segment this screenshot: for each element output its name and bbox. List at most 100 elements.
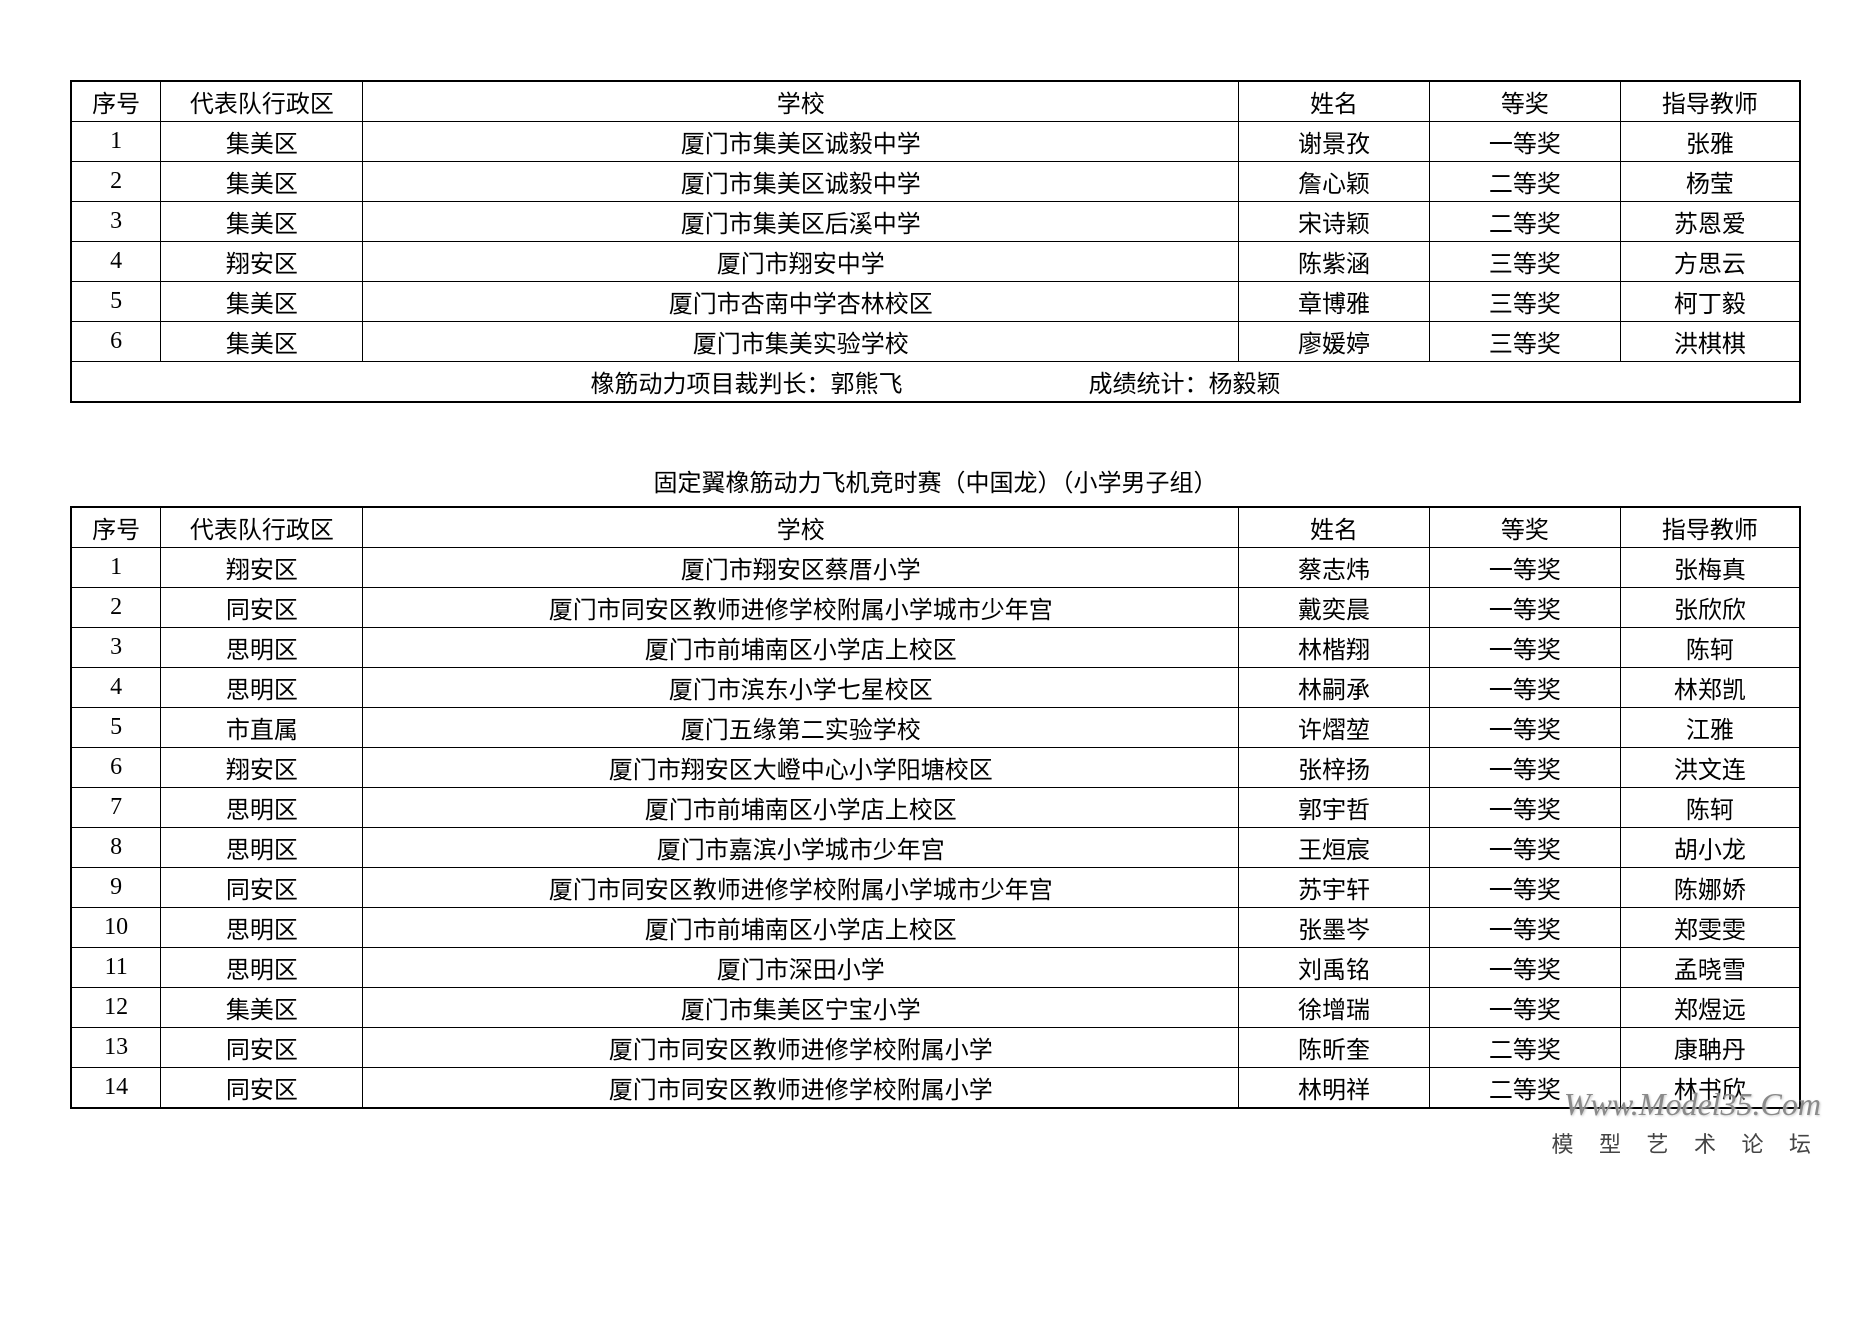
cell-num: 7 — [71, 788, 161, 828]
cell-award: 三等奖 — [1429, 242, 1620, 282]
cell-name: 王烜宸 — [1239, 828, 1430, 868]
cell-teacher: 柯丁毅 — [1620, 282, 1800, 322]
table-row: 5集美区厦门市杏南中学杏林校区章博雅三等奖柯丁毅 — [71, 282, 1800, 322]
cell-award: 一等奖 — [1429, 708, 1620, 748]
cell-teacher: 杨莹 — [1620, 162, 1800, 202]
cell-name: 张梓扬 — [1239, 748, 1430, 788]
header-school: 学校 — [363, 81, 1239, 122]
cell-school: 厦门市集美区诚毅中学 — [363, 122, 1239, 162]
cell-name: 宋诗颖 — [1239, 202, 1430, 242]
header-name: 姓名 — [1239, 507, 1430, 548]
table-row: 10思明区厦门市前埔南区小学店上校区张墨岑一等奖郑雯雯 — [71, 908, 1800, 948]
cell-school: 厦门市前埔南区小学店上校区 — [363, 628, 1239, 668]
cell-num: 1 — [71, 122, 161, 162]
cell-teacher: 陈轲 — [1620, 628, 1800, 668]
watermark-text: 模 型 艺 术 论 坛 — [1551, 1127, 1821, 1159]
cell-teacher: 洪文连 — [1620, 748, 1800, 788]
footer-stats: 成绩统计：杨毅颖 — [1089, 372, 1281, 398]
table-2: 序号 代表队行政区 学校 姓名 等奖 指导教师 1翔安区厦门市翔安区蔡厝小学蔡志… — [70, 506, 1801, 1109]
table-footer-row: 橡筋动力项目裁判长：郭熊飞 成绩统计：杨毅颖 — [71, 362, 1800, 403]
table-row: 6翔安区厦门市翔安区大嶝中心小学阳塘校区张梓扬一等奖洪文连 — [71, 748, 1800, 788]
cell-award: 二等奖 — [1429, 202, 1620, 242]
cell-name: 林嗣承 — [1239, 668, 1430, 708]
cell-school: 厦门市滨东小学七星校区 — [363, 668, 1239, 708]
cell-district: 集美区 — [161, 202, 363, 242]
cell-district: 同安区 — [161, 1068, 363, 1109]
cell-teacher: 苏恩爱 — [1620, 202, 1800, 242]
cell-num: 4 — [71, 242, 161, 282]
cell-teacher: 陈轲 — [1620, 788, 1800, 828]
cell-teacher: 郑煜远 — [1620, 988, 1800, 1028]
header-name: 姓名 — [1239, 81, 1430, 122]
header-school: 学校 — [363, 507, 1239, 548]
cell-school: 厦门市同安区教师进修学校附属小学 — [363, 1028, 1239, 1068]
header-num: 序号 — [71, 81, 161, 122]
cell-num: 13 — [71, 1028, 161, 1068]
cell-school: 厦门市翔安区蔡厝小学 — [363, 548, 1239, 588]
cell-num: 11 — [71, 948, 161, 988]
cell-num: 6 — [71, 322, 161, 362]
cell-school: 厦门市集美实验学校 — [363, 322, 1239, 362]
cell-district: 翔安区 — [161, 748, 363, 788]
cell-award: 一等奖 — [1429, 788, 1620, 828]
table-row: 2同安区厦门市同安区教师进修学校附属小学城市少年宫戴奕晨一等奖张欣欣 — [71, 588, 1800, 628]
cell-name: 廖媛婷 — [1239, 322, 1430, 362]
header-district: 代表队行政区 — [161, 81, 363, 122]
header-district: 代表队行政区 — [161, 507, 363, 548]
cell-district: 集美区 — [161, 988, 363, 1028]
cell-num: 5 — [71, 708, 161, 748]
cell-teacher: 江雅 — [1620, 708, 1800, 748]
table-row: 3集美区厦门市集美区后溪中学宋诗颖二等奖苏恩爱 — [71, 202, 1800, 242]
cell-school: 厦门市集美区后溪中学 — [363, 202, 1239, 242]
table-row: 13同安区厦门市同安区教师进修学校附属小学陈昕奎二等奖康聃丹 — [71, 1028, 1800, 1068]
cell-school: 厦门市同安区教师进修学校附属小学城市少年宫 — [363, 868, 1239, 908]
table-header-row: 序号 代表队行政区 学校 姓名 等奖 指导教师 — [71, 81, 1800, 122]
header-award: 等奖 — [1429, 81, 1620, 122]
cell-teacher: 胡小龙 — [1620, 828, 1800, 868]
cell-award: 一等奖 — [1429, 948, 1620, 988]
cell-teacher: 康聃丹 — [1620, 1028, 1800, 1068]
cell-award: 一等奖 — [1429, 628, 1620, 668]
cell-teacher: 孟晓雪 — [1620, 948, 1800, 988]
cell-district: 思明区 — [161, 948, 363, 988]
cell-name: 林楷翔 — [1239, 628, 1430, 668]
cell-school: 厦门市杏南中学杏林校区 — [363, 282, 1239, 322]
cell-name: 郭宇哲 — [1239, 788, 1430, 828]
watermark-url: Www.Model35.Com — [1551, 1086, 1821, 1123]
cell-name: 刘禹铭 — [1239, 948, 1430, 988]
cell-district: 翔安区 — [161, 242, 363, 282]
cell-award: 一等奖 — [1429, 122, 1620, 162]
cell-school: 厦门市翔安中学 — [363, 242, 1239, 282]
cell-num: 10 — [71, 908, 161, 948]
cell-award: 一等奖 — [1429, 668, 1620, 708]
cell-district: 思明区 — [161, 828, 363, 868]
cell-award: 一等奖 — [1429, 908, 1620, 948]
cell-num: 4 — [71, 668, 161, 708]
table-row: 3思明区厦门市前埔南区小学店上校区林楷翔一等奖陈轲 — [71, 628, 1800, 668]
cell-teacher: 林郑凯 — [1620, 668, 1800, 708]
cell-num: 12 — [71, 988, 161, 1028]
header-teacher: 指导教师 — [1620, 81, 1800, 122]
cell-teacher: 陈娜娇 — [1620, 868, 1800, 908]
cell-name: 张墨岑 — [1239, 908, 1430, 948]
cell-school: 厦门市同安区教师进修学校附属小学 — [363, 1068, 1239, 1109]
results-table-2: 固定翼橡筋动力飞机竞时赛（中国龙）（小学男子组） 序号 代表队行政区 学校 姓名… — [70, 463, 1801, 1109]
cell-award: 一等奖 — [1429, 588, 1620, 628]
cell-num: 6 — [71, 748, 161, 788]
cell-teacher: 方思云 — [1620, 242, 1800, 282]
cell-name: 詹心颖 — [1239, 162, 1430, 202]
table-2-title: 固定翼橡筋动力飞机竞时赛（中国龙）（小学男子组） — [70, 463, 1801, 498]
cell-school: 厦门市同安区教师进修学校附属小学城市少年宫 — [363, 588, 1239, 628]
header-award: 等奖 — [1429, 507, 1620, 548]
cell-school: 厦门市深田小学 — [363, 948, 1239, 988]
cell-award: 一等奖 — [1429, 868, 1620, 908]
cell-district: 集美区 — [161, 282, 363, 322]
cell-num: 3 — [71, 628, 161, 668]
cell-district: 同安区 — [161, 588, 363, 628]
header-teacher: 指导教师 — [1620, 507, 1800, 548]
cell-award: 一等奖 — [1429, 988, 1620, 1028]
cell-district: 思明区 — [161, 668, 363, 708]
cell-num: 5 — [71, 282, 161, 322]
table-row: 5市直属厦门五缘第二实验学校许熠堃一等奖江雅 — [71, 708, 1800, 748]
cell-award: 一等奖 — [1429, 748, 1620, 788]
